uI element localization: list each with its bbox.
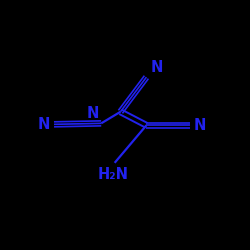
Text: N: N: [194, 118, 206, 133]
Text: N: N: [38, 117, 50, 132]
Text: N: N: [150, 60, 163, 75]
Text: N: N: [87, 106, 99, 122]
Text: H₂N: H₂N: [97, 167, 128, 182]
